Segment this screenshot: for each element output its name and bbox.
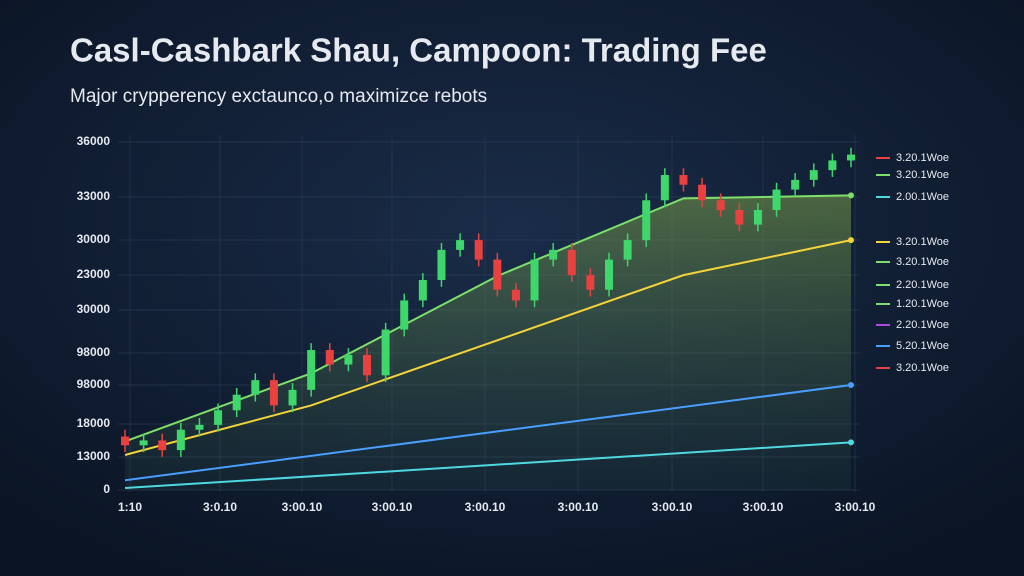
candle-body [176,429,185,451]
candle-body [530,259,539,301]
x-tick-label: 3:00.10 [743,500,784,514]
y-tick-label: 30000 [77,302,111,316]
candle-body [605,259,613,290]
candle-body [251,380,260,395]
x-tick-label: 3:00.10 [372,500,413,514]
candle-body [307,350,316,390]
legend-label: 3.20.1Woe [896,152,949,164]
y-tick-label: 36000 [77,134,111,148]
candle-body [121,436,129,446]
series-line [124,384,852,482]
candle-body [716,200,725,210]
candle-body [660,175,669,201]
legend-label: 1.20.1Woe [896,298,949,310]
legend-label: 5.20.1Woe [896,340,949,352]
legend-label: 3.20.1Woe [896,256,949,268]
candle-body [418,280,427,301]
line-end-dot [848,192,854,199]
candle-body [400,300,409,330]
y-tick-label: 33000 [77,189,111,203]
candle-body [567,249,576,276]
candle-body [698,184,707,201]
candle-body [847,154,855,161]
chart-subtitle: Major crypperency exctaunco,o maximizce … [70,86,487,107]
legend-label: 2.20.1Woe [896,319,949,331]
candle-body [623,240,632,260]
y-tick-label: 13000 [77,449,111,463]
candle-body [381,329,390,376]
line-end-dot [848,382,854,388]
y-tick-label: 98000 [77,345,111,359]
line-end-dot [848,237,854,244]
candle-body [232,394,241,411]
candle-body [735,210,744,225]
legend-label: 3.20.1Woe [896,236,949,248]
candle-body [325,350,334,365]
candle-body [269,380,278,406]
candle-body [809,170,818,180]
x-tick-label: 1:10 [118,500,142,514]
candle-body [493,259,502,290]
candle-body [288,389,297,406]
x-tick-label: 3:00.10 [282,500,323,514]
candle-body [772,189,781,210]
y-tick-label: 30000 [77,232,111,246]
series-line [124,239,852,456]
legend-label: 2.00.1Woe [896,191,949,203]
candle-body [437,249,446,280]
candle-body [642,200,651,241]
candle-body [828,160,837,171]
candle-body [474,240,483,260]
x-tick-label: 3:0.10 [203,500,237,514]
legend-label: 3.20.1Woe [896,362,949,374]
candle-body [679,175,688,185]
candle-body [158,440,167,451]
candle-body [139,440,148,446]
x-tick-label: 3:00.10 [558,500,599,514]
candle-body [456,240,465,250]
candle-body [195,424,204,430]
candle-body [214,410,223,425]
candle-body [511,289,520,301]
x-tick-label: 3:00.10 [465,500,506,514]
y-tick-label: 23000 [77,267,111,281]
line-end-dot [848,439,854,446]
y-tick-label: 98000 [77,377,111,391]
candle-body [753,210,762,225]
legend-label: 3.20.1Woe [896,169,949,181]
candle-body [586,275,595,290]
candle-body [549,249,558,260]
y-tick-label: 0 [103,482,110,496]
candle-body [791,179,800,190]
x-tick-label: 3:00.10 [835,500,876,514]
y-tick-label: 18000 [77,416,111,430]
legend-label: 2.20.1Woe [896,279,949,291]
series-line [124,441,852,490]
candle-body [344,354,353,365]
chart-title: Casl-Cashbark Shau, Campoon: Trading Fee [70,32,767,69]
candle-body [363,354,371,376]
x-tick-label: 3:00.10 [652,500,693,514]
